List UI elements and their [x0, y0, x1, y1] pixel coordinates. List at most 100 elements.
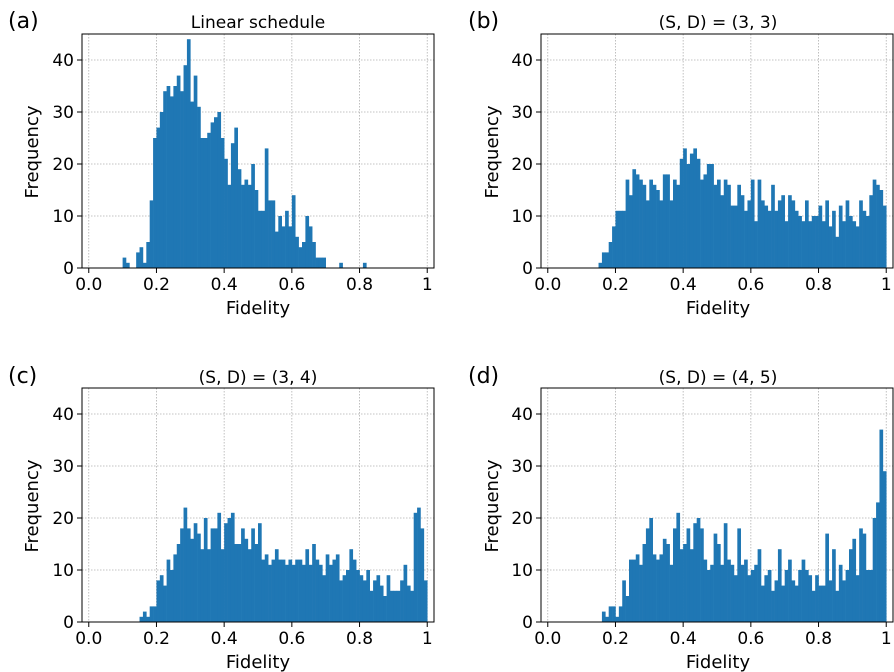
panel-a-histogram-bar: [139, 247, 144, 268]
panel-d-histogram-bar: [703, 559, 708, 622]
panel-a-ylabel: Frequency: [22, 105, 43, 198]
panel-d-histogram-bar: [821, 585, 826, 622]
panel-a-histogram-bar: [149, 200, 154, 268]
panel-d-histogram-bar: [632, 559, 637, 622]
panel-b-histogram-bar: [656, 190, 660, 268]
panel-a-histogram-bar: [234, 127, 238, 268]
panel-b-ytick-label: 30: [511, 103, 533, 123]
panel-d-histogram-bar: [612, 606, 616, 622]
panel-b-histogram-bar: [791, 200, 796, 268]
panel-b-histogram-bar: [757, 179, 762, 268]
panel-a-histogram-bar: [207, 132, 211, 268]
panel-b-histogram-bar: [679, 158, 684, 268]
panel-b-histogram-bar: [635, 174, 640, 268]
panel-b-histogram-bar: [761, 200, 765, 268]
panel-c-ylabel: Frequency: [22, 459, 43, 552]
panel-c-xtick-label: 0.8: [346, 629, 373, 649]
panel-d-histogram-bar: [679, 549, 684, 622]
panel-d-xtick-label: 0.2: [602, 629, 629, 649]
panel-b-histogram-bar: [706, 164, 711, 268]
panel-d-histogram-bar: [601, 611, 606, 622]
panel-d-ylabel: Frequency: [482, 459, 503, 552]
panel-a-histogram-bar: [261, 210, 266, 268]
panel-b-histogram-bar: [642, 184, 647, 268]
panel-c-histogram-bar: [335, 554, 340, 622]
panel-d-histogram-bar: [737, 528, 741, 622]
panel-d-histogram-bar: [859, 528, 863, 622]
panel-c-histogram-bar: [305, 549, 310, 622]
panel-c: (c) (S, D) = (3, 4) Fidelity Frequency 0…: [8, 364, 435, 672]
panel-c-histogram-bar: [281, 559, 286, 622]
panel-d-histogram-bar: [811, 590, 816, 622]
panel-a-histogram-bar: [274, 231, 279, 268]
panel-c-histogram-bar: [146, 616, 150, 622]
panel-a-ytick-label: 30: [52, 103, 74, 123]
panel-d-histogram-bar: [666, 544, 670, 622]
panel-a-histogram-bar: [176, 75, 181, 268]
panel-a-xtick-label: 0.0: [75, 275, 102, 295]
panel-b-ytick-label: 20: [511, 155, 533, 175]
panel-c-histogram-bar: [366, 570, 370, 622]
panel-d-histogram-bar: [642, 544, 647, 622]
panel-a-histogram-bar: [214, 117, 218, 268]
panel-b-histogram-bar: [686, 164, 691, 268]
panel-c-histogram-bar: [403, 564, 408, 622]
panel-b-histogram-bar: [669, 200, 674, 268]
panel-c-ytick-label: 10: [52, 561, 74, 581]
panel-letter-b: (b): [468, 9, 499, 34]
panel-c-histogram-bar: [214, 528, 218, 622]
panel-c-histogram-bar: [329, 564, 333, 622]
panel-c-histogram-bar: [224, 523, 228, 622]
panel-d-histogram-bar: [791, 580, 796, 622]
panel-c-histogram-bar: [210, 528, 215, 622]
panel-letter-a: (a): [8, 9, 39, 34]
panel-c-histogram-bar: [291, 564, 296, 622]
panel-b-histogram-bar: [794, 210, 799, 268]
panel-b-ytick-label: 0: [522, 259, 533, 279]
panel-b-histogram-bar: [659, 200, 664, 268]
panel-a-histogram-bar: [200, 138, 205, 268]
panel-a-xtick-label: 0.4: [211, 275, 238, 295]
panel-b-histogram-bar: [727, 184, 731, 268]
panel-b-histogram-bar: [612, 226, 616, 268]
panel-c-histogram-bar: [396, 590, 401, 622]
panel-a-xtick-label: 1: [422, 275, 433, 295]
panel-letter-d: (d): [468, 364, 499, 389]
panel-d-histogram-bar: [710, 564, 714, 622]
panel-c-histogram-bar: [342, 575, 347, 622]
panel-d-histogram-bar: [869, 570, 873, 622]
panel-a-histogram-bar: [190, 101, 194, 268]
panel-b-histogram-bar: [676, 184, 681, 268]
panel-b-histogram-bar: [710, 164, 714, 268]
panel-c-histogram-bar: [156, 580, 161, 622]
panel-a-ytick-label: 0: [63, 259, 74, 279]
panel-d-histogram-bar: [645, 528, 650, 622]
panel-b-histogram-bar: [717, 179, 721, 268]
panel-b-histogram-bar: [689, 153, 694, 268]
panel-c-histogram-bar: [149, 606, 154, 622]
panel-d-histogram-bar: [659, 554, 664, 622]
panel-c-histogram-bar: [254, 544, 259, 622]
panel-c-histogram-bar: [359, 575, 364, 622]
panel-b-histogram-bar: [869, 195, 873, 268]
panel-c-histogram-bar: [200, 549, 205, 622]
panel-b-histogram-bar: [832, 210, 836, 268]
panel-b-histogram-bar: [601, 252, 606, 268]
panel-b-histogram-bar: [821, 221, 826, 268]
panel-b-histogram-bar: [639, 179, 643, 268]
panel-a-histogram-bar: [315, 257, 320, 268]
panel-b-histogram-bar: [754, 221, 758, 268]
panel-d-ytick-label: 0: [522, 613, 533, 633]
panel-d-histogram-bar: [832, 549, 836, 622]
panel-a-histogram-bar: [163, 91, 167, 268]
panel-b-histogram-bar: [598, 262, 603, 268]
panel-d-histogram-bar: [855, 575, 860, 622]
panel-c-xtick-label: 0.0: [75, 629, 102, 649]
panel-d-histogram-bar: [882, 471, 887, 622]
panel-d-ytick-label: 20: [511, 509, 533, 529]
panel-c-histogram-bar: [183, 507, 188, 622]
panel-b-histogram-bar: [666, 174, 670, 268]
panel-c-histogram-bar: [271, 559, 276, 622]
